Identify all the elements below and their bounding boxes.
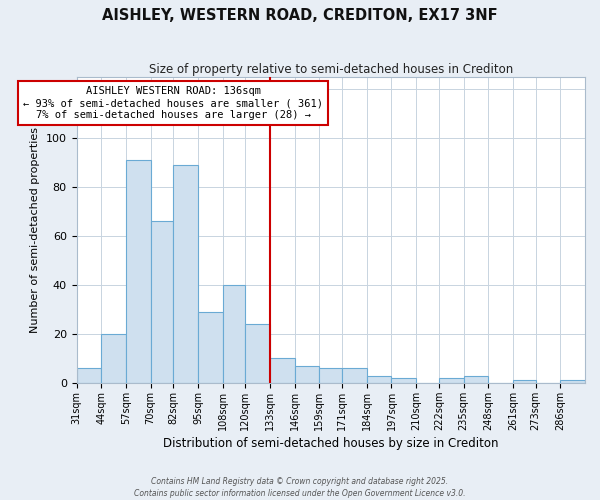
Bar bbox=[173, 165, 198, 383]
Bar bbox=[367, 376, 391, 383]
Bar bbox=[342, 368, 367, 383]
Bar bbox=[77, 368, 101, 383]
Bar bbox=[101, 334, 126, 383]
X-axis label: Distribution of semi-detached houses by size in Crediton: Distribution of semi-detached houses by … bbox=[163, 437, 499, 450]
Y-axis label: Number of semi-detached properties: Number of semi-detached properties bbox=[30, 127, 40, 333]
Bar bbox=[464, 376, 488, 383]
Text: AISHLEY, WESTERN ROAD, CREDITON, EX17 3NF: AISHLEY, WESTERN ROAD, CREDITON, EX17 3N… bbox=[102, 8, 498, 22]
Bar bbox=[295, 366, 319, 383]
Bar bbox=[198, 312, 223, 383]
Bar bbox=[245, 324, 270, 383]
Text: Contains HM Land Registry data © Crown copyright and database right 2025.
Contai: Contains HM Land Registry data © Crown c… bbox=[134, 476, 466, 498]
Bar bbox=[439, 378, 464, 383]
Bar bbox=[270, 358, 295, 383]
Bar bbox=[223, 285, 245, 383]
Bar bbox=[391, 378, 416, 383]
Bar bbox=[560, 380, 585, 383]
Bar bbox=[151, 221, 173, 383]
Bar bbox=[513, 380, 536, 383]
Bar bbox=[319, 368, 342, 383]
Bar bbox=[126, 160, 151, 383]
Text: AISHLEY WESTERN ROAD: 136sqm
← 93% of semi-detached houses are smaller ( 361)
7%: AISHLEY WESTERN ROAD: 136sqm ← 93% of se… bbox=[23, 86, 323, 120]
Title: Size of property relative to semi-detached houses in Crediton: Size of property relative to semi-detach… bbox=[149, 62, 513, 76]
